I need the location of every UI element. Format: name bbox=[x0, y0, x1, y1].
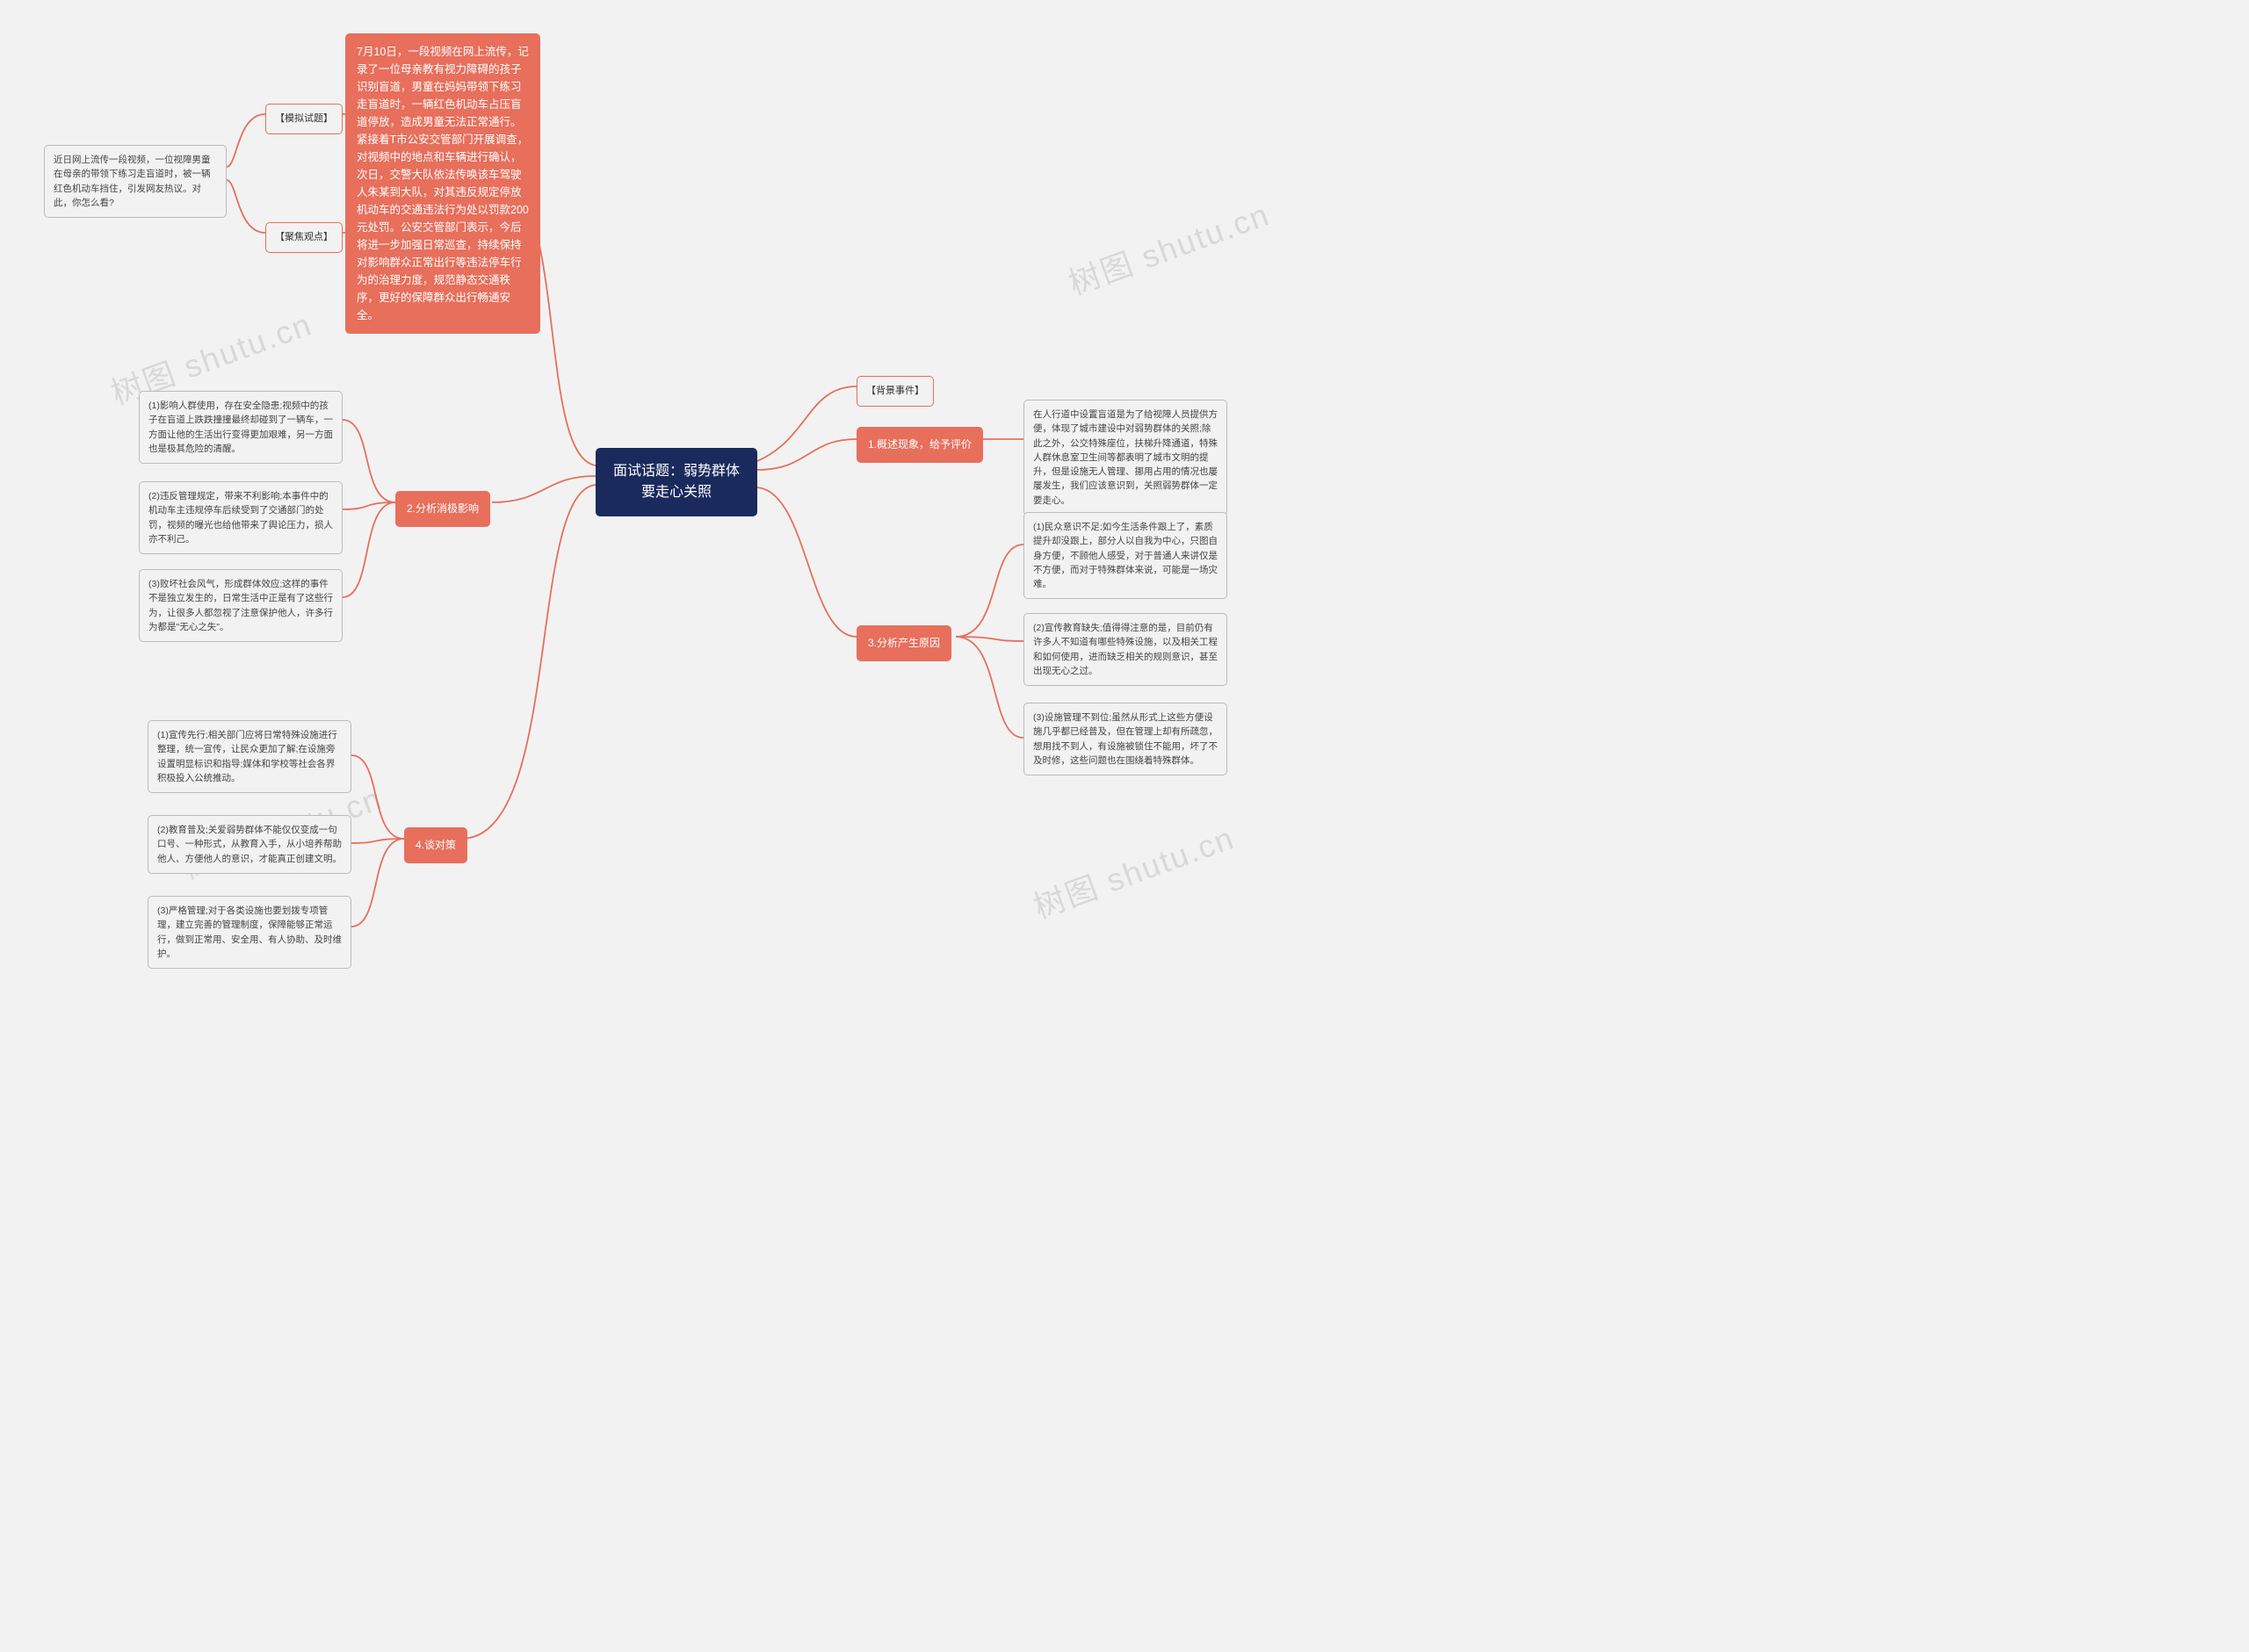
leaf-neg-3: (3)败坏社会风气，形成群体效应;这样的事件不是独立发生的，日常生活中正是有了这… bbox=[139, 569, 343, 642]
branch-negative-impact: 2.分析消极影响 bbox=[395, 491, 490, 527]
leaf-big-story: 7月10日，一段视频在网上流传，记录了一位母亲教有视力障碍的孩子识别盲道，男童在… bbox=[345, 33, 540, 334]
leaf-measure-2: (2)教育普及;关爱弱势群体不能仅仅变成一句口号、一种形式，从教育入手，从小培养… bbox=[148, 815, 351, 874]
branch-bg-event: 【背景事件】 bbox=[857, 376, 934, 407]
label-simulated-q: 【模拟试题】 bbox=[265, 104, 343, 134]
root-topic: 面试话题：弱势群体要走心关照 bbox=[596, 448, 757, 516]
branch-causes: 3.分析产生原因 bbox=[857, 625, 951, 661]
leaf-measure-1: (1)宣传先行;相关部门应将日常特殊设施进行整理，统一宣传，让民众更加了解;在设… bbox=[148, 720, 351, 793]
branch-countermeasures: 4.谈对策 bbox=[404, 827, 467, 863]
leaf-cause-1: (1)民众意识不足;如今生活条件跟上了，素质提升却没跟上，部分人以自我为中心，只… bbox=[1023, 512, 1227, 599]
leaf-cause-3: (3)设施管理不到位;虽然从形式上这些方便设施几乎都已经普及，但在管理上却有所疏… bbox=[1023, 703, 1227, 776]
label-focus-view: 【聚焦观点】 bbox=[265, 222, 343, 253]
leaf-cause-2: (2)宣传教育缺失;值得得注意的是，目前仍有许多人不知道有哪些特殊设施，以及相关… bbox=[1023, 613, 1227, 686]
watermark: 树图 shutu.cn bbox=[1061, 190, 1275, 305]
leaf-neg-1: (1)影响人群使用，存在安全隐患;视频中的孩子在盲道上跌跌撞撞最终却碰到了一辆车… bbox=[139, 391, 343, 464]
leaf-neg-2: (2)违反管理规定，带来不利影响;本事件中的机动车主违规停车后续受到了交通部门的… bbox=[139, 481, 343, 554]
leaf-overview-detail: 在人行道中设置盲道是为了给视障人员提供方便，体现了城市建设中对弱势群体的关照;除… bbox=[1023, 400, 1227, 516]
watermark: 树图 shutu.cn bbox=[1026, 813, 1240, 928]
leaf-measure-3: (3)严格管理;对于各类设施也要划拨专项管理，建立完善的管理制度，保障能够正常运… bbox=[148, 896, 351, 969]
branch-overview: 1.概述现象，给予评价 bbox=[857, 427, 983, 463]
leaf-question: 近日网上流传一段视频，一位视障男童在母亲的带领下练习走盲道时，被一辆红色机动车挡… bbox=[44, 145, 227, 218]
